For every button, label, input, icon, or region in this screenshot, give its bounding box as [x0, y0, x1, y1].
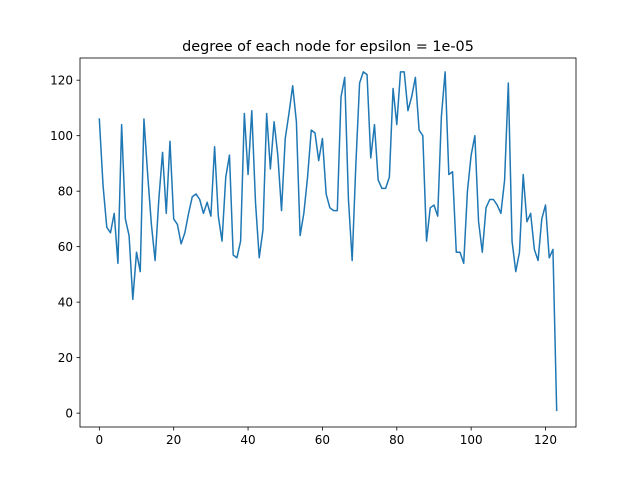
y-tick-label: 20 — [58, 351, 73, 365]
y-tick-label: 60 — [58, 240, 73, 254]
y-tick-label: 0 — [65, 407, 73, 421]
x-tick-label: 120 — [534, 433, 557, 447]
x-tick-label: 40 — [240, 433, 255, 447]
y-tick-label: 80 — [58, 185, 73, 199]
axes-frame — [79, 57, 577, 428]
y-tick-label: 40 — [58, 296, 73, 310]
y-tick-label: 100 — [50, 129, 73, 143]
y-tick-label: 120 — [50, 74, 73, 88]
x-tick-label: 80 — [389, 433, 404, 447]
x-tick-label: 20 — [166, 433, 181, 447]
chart-title: degree of each node for epsilon = 1e-05 — [182, 39, 474, 55]
series-line-0 — [98, 71, 558, 412]
x-tick-label: 100 — [460, 433, 483, 447]
x-tick-label: 60 — [315, 433, 330, 447]
x-tick-label: 0 — [96, 433, 104, 447]
plot-area: 0 20 40 60 80 100 120 0 20 40 60 80 100 120 — [50, 57, 577, 447]
